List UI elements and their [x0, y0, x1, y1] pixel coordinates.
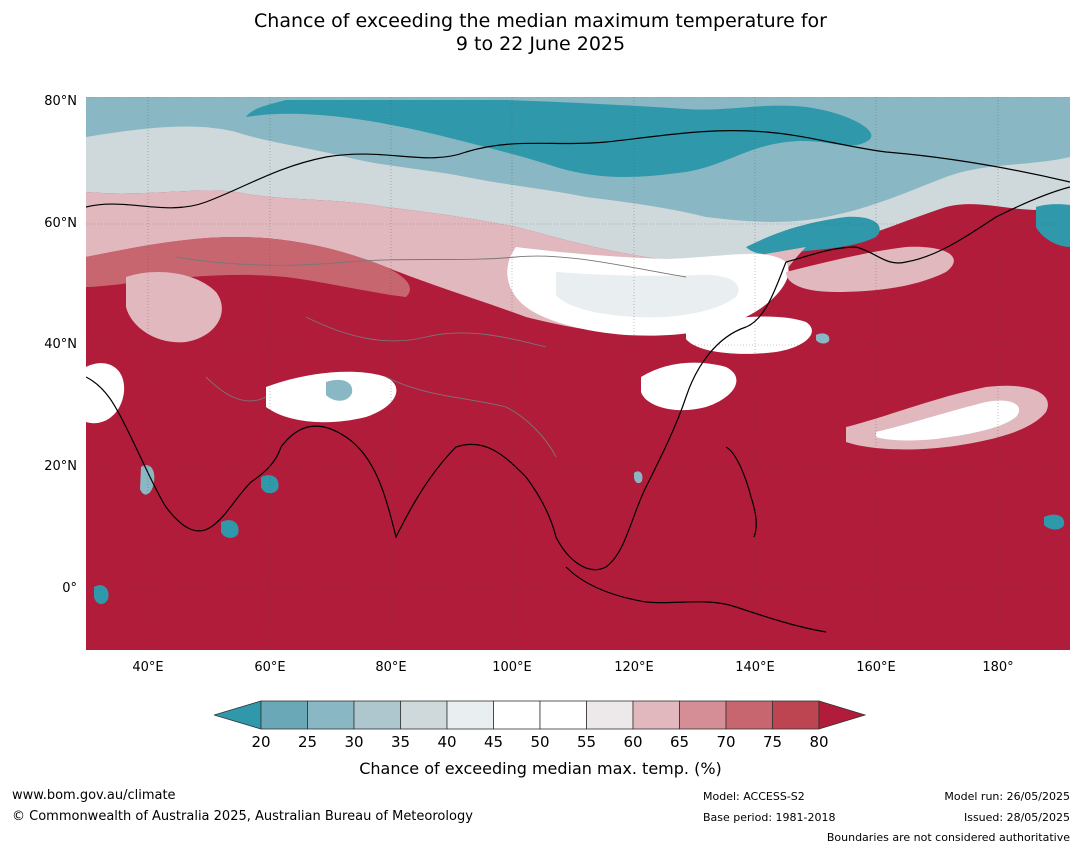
colorbar-tick-75: 75	[762, 733, 783, 751]
country-borders	[175, 255, 687, 458]
colorbar-seg-20-25	[260, 700, 308, 730]
cool-region-far-east	[1044, 514, 1065, 530]
map-title-line2: 9 to 22 June 2025	[455, 33, 626, 55]
colorbar-tick-80: 80	[809, 733, 829, 751]
colorbar-seg-45-50	[493, 700, 541, 730]
lon-label-40e: 40°E	[132, 660, 164, 675]
cool-region-pacific-edge	[1036, 204, 1070, 247]
colorbar-seg-70-75	[725, 700, 773, 730]
colorbar-tick-45: 45	[483, 733, 504, 751]
cool-region-east-africa	[94, 585, 109, 605]
colorbar-seg-60-65	[632, 700, 680, 730]
colorbar-tick-40: 40	[437, 733, 457, 751]
colorbar-tick-65: 65	[669, 733, 690, 751]
colorbar-tick-60: 60	[623, 733, 643, 751]
neutral-region-pacific-1-inner	[876, 400, 1020, 441]
lon-label-120e: 120°E	[614, 660, 654, 675]
lat-label-80n: 80°N	[44, 94, 77, 109]
colorbar-seg-30-35	[353, 700, 401, 730]
neutral-region-mongolia-inner	[556, 272, 739, 318]
footer-url[interactable]: www.bom.gov.au/climate	[12, 788, 176, 803]
cool-region-africa-horn	[221, 520, 239, 538]
colorbar-tick-30: 30	[344, 733, 364, 751]
colorbar-tick-70: 70	[716, 733, 736, 751]
cool-region-red-sea	[140, 465, 155, 495]
lat-label-40n: 40°N	[44, 337, 77, 352]
colorbar-seg-under	[214, 700, 262, 730]
cool-region-tibet	[326, 379, 353, 401]
colorbar-tick-25: 25	[297, 733, 318, 751]
colorbar-seg-25-30	[307, 700, 355, 730]
colorbar-tick-20: 20	[251, 733, 271, 751]
lon-label-60e: 60°E	[254, 660, 286, 675]
footer-model-run: Model run: 26/05/2025	[944, 790, 1070, 803]
colorbar-seg-65-70	[679, 700, 727, 730]
lon-label-140e: 140°E	[735, 660, 775, 675]
neutral-region-caspian	[126, 272, 222, 343]
neutral-region-kamchatka	[786, 246, 954, 292]
temperature-map[interactable]	[86, 97, 1070, 650]
lat-label-20n: 20°N	[44, 459, 77, 474]
footer-base-period: Base period: 1981-2018	[703, 811, 836, 824]
lat-label-0: 0°	[62, 581, 77, 596]
cool-region-arctic-strong	[246, 100, 872, 177]
neutral-region-east-china	[641, 362, 737, 411]
colorbar-tick-55: 55	[576, 733, 597, 751]
colorbar-seg-75-80	[772, 700, 820, 730]
lon-label-80e: 80°E	[375, 660, 407, 675]
colorbar-seg-35-40	[400, 700, 448, 730]
colorbar	[214, 700, 866, 730]
lon-label-160e: 160°E	[856, 660, 896, 675]
lon-label-180: 180°	[982, 660, 1014, 675]
footer-issued: Issued: 28/05/2025	[963, 811, 1070, 824]
cool-region-east-siberia	[746, 216, 880, 255]
colorbar-seg-50-55	[539, 700, 587, 730]
neutral-region-arabia	[86, 363, 125, 424]
footer-boundaries-note: Boundaries are not considered authoritat…	[826, 831, 1070, 844]
colorbar-tick-35: 35	[390, 733, 411, 751]
lon-label-100e: 100°E	[492, 660, 532, 675]
colorbar-seg-over	[818, 700, 866, 730]
cool-region-pacific-small	[816, 333, 830, 344]
map-title-line1: Chance of exceeding the median maximum t…	[254, 10, 827, 32]
footer-copyright: © Commonwealth of Australia 2025, Austra…	[12, 809, 473, 824]
footer-model: Model: ACCESS-S2	[703, 790, 805, 803]
colorbar-seg-55-60	[586, 700, 634, 730]
lat-label-60n: 60°N	[44, 216, 77, 231]
colorbar-tick-50: 50	[530, 733, 550, 751]
colorbar-seg-40-45	[446, 700, 494, 730]
graticule	[86, 97, 1070, 650]
warm-transition-band-mid	[86, 237, 410, 297]
cool-region-se-asia	[634, 471, 643, 484]
map-canvas	[86, 97, 1070, 650]
coastlines	[86, 130, 1070, 633]
colorbar-title: Chance of exceeding median max. temp. (%…	[359, 759, 722, 778]
